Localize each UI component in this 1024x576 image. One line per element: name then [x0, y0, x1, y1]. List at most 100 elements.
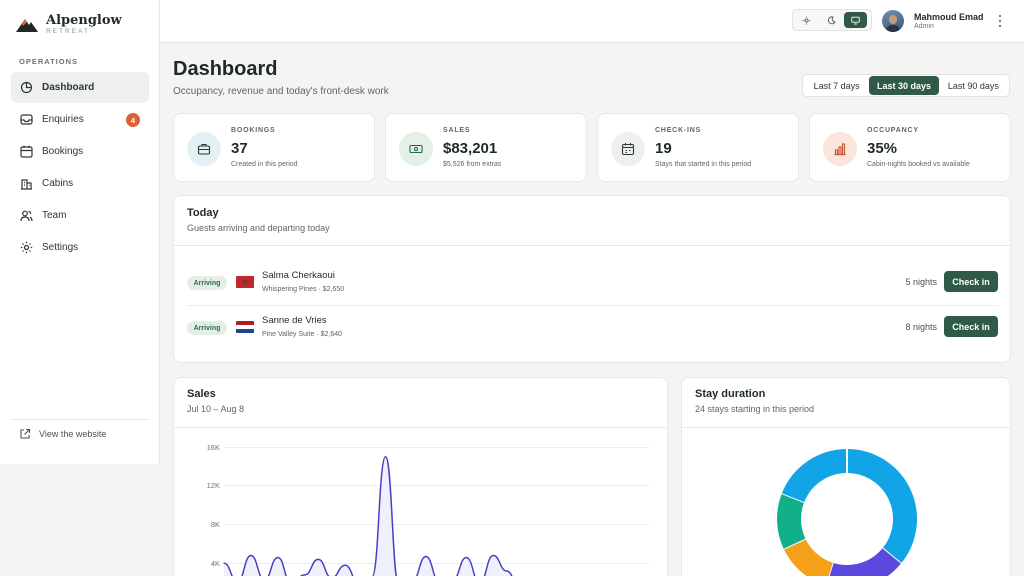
kpi-subtext: Created in this period [231, 161, 298, 168]
building-icon [20, 177, 33, 190]
list-item: Arriving Sanne de Vries Pine Valley Suit… [187, 307, 998, 351]
guest-name: Sanne de Vries [262, 315, 327, 326]
sidebar-item-label: Enquiries [42, 114, 84, 125]
donut-slice[interactable] [777, 493, 806, 549]
sidebar-item-label: Bookings [42, 146, 84, 157]
kpi-subtext: Cabin-nights booked vs available [867, 161, 970, 168]
sales-subtitle: Jul 10 – Aug 8 [187, 404, 245, 414]
kpi-card-bookings: BOOKINGS 37 Created in this period [173, 113, 375, 182]
theme-light-button[interactable] [795, 12, 818, 28]
range-7-days-button[interactable]: Last 7 days [813, 80, 860, 91]
guest-meta: Whispering Pines · $2,650 [262, 286, 345, 293]
stay-duration-donut-chart [777, 448, 917, 576]
sidebar-item-dashboard[interactable]: Dashboard [11, 72, 149, 103]
kpi-label: BOOKINGS [231, 127, 276, 134]
brand-subtitle: RETREAT [46, 28, 90, 36]
sales-data-point[interactable] [250, 554, 252, 557]
donut-slice[interactable] [783, 538, 834, 576]
sales-data-point[interactable] [304, 574, 306, 576]
gear-icon [20, 241, 33, 254]
sun-icon [802, 16, 811, 24]
avatar[interactable] [882, 10, 904, 32]
donut-slice[interactable] [828, 547, 901, 576]
donut-slice[interactable] [781, 449, 848, 503]
sales-data-point[interactable] [506, 570, 508, 572]
sidebar-item-settings[interactable]: Settings [11, 232, 149, 263]
sales-area-fill [224, 456, 512, 576]
duration-title: Stay duration [695, 388, 766, 400]
sidebar-item-label: Team [42, 210, 67, 221]
range-90-days-button[interactable]: Last 90 days [947, 80, 999, 91]
kpi-value: $83,201 [443, 140, 498, 157]
topbar: Mahmoud Emad Admin [160, 0, 1024, 43]
section-divider [682, 427, 1010, 428]
user-role: Admin [914, 23, 934, 30]
sales-data-point[interactable] [492, 554, 494, 557]
range-30-days-button[interactable]: Last 30 days [869, 76, 939, 95]
sidebar-item-cabins[interactable]: Cabins [11, 168, 149, 199]
sales-data-point[interactable] [425, 555, 427, 558]
y-tick-label: 8K [210, 520, 220, 529]
sales-data-point[interactable] [384, 456, 387, 458]
sidebar-item-bookings[interactable]: Bookings [11, 136, 149, 167]
kpi-card-check-ins: CHECK-INS 19 Stays that started in this … [597, 113, 799, 182]
sales-area-chart [223, 455, 513, 576]
donut-slice-gap [780, 491, 806, 504]
view-website-link[interactable]: View the website [19, 428, 106, 440]
kpi-label: SALES [443, 127, 471, 134]
status-badge: Arriving [187, 276, 227, 290]
sidebar-item-enquiries[interactable]: Enquiries 4 [11, 104, 149, 135]
sidebar-item-label: Cabins [42, 178, 74, 189]
calendar-check-icon [611, 132, 645, 166]
today-card: Today Guests arriving and departing toda… [173, 195, 1011, 363]
theme-toggle [792, 9, 872, 31]
avatar-face [889, 15, 897, 24]
today-title: Today [187, 207, 219, 219]
sales-data-point[interactable] [317, 558, 319, 560]
more-options-icon[interactable] [996, 13, 1004, 29]
dashboard-icon [20, 81, 33, 94]
brand-logo[interactable]: Alpenglow RETREAT [16, 12, 122, 38]
kpi-card-sales: SALES $83,201 $5,526 from extras [385, 113, 587, 182]
section-divider [174, 245, 1010, 246]
kpi-value: 37 [231, 140, 248, 157]
kpi-value: 35% [867, 140, 898, 157]
view-website-label: View the website [39, 429, 107, 439]
check-in-button[interactable]: Check in [944, 316, 998, 337]
avatar-body [886, 25, 900, 32]
monitor-icon [851, 16, 860, 24]
kpi-value: 19 [655, 140, 672, 157]
donut-slice[interactable] [846, 449, 917, 564]
sidebar-divider [11, 419, 149, 420]
theme-dark-button[interactable] [820, 12, 843, 28]
section-divider [174, 427, 667, 428]
sales-data-point[interactable] [223, 562, 225, 564]
mountain-logo-icon [16, 19, 38, 32]
kpi-subtext: Stays that started in this period [655, 161, 752, 168]
y-tick-label: 12K [206, 481, 220, 490]
external-link-icon [19, 428, 31, 440]
bar-chart-icon [823, 132, 857, 166]
grid-line [224, 485, 649, 486]
sidebar-item-team[interactable]: Team [11, 200, 149, 231]
date-range-selector: Last 7 days Last 30 days Last 90 days [802, 74, 1010, 97]
grid-line [224, 524, 649, 525]
theme-system-button[interactable] [844, 12, 868, 28]
sales-data-point[interactable] [344, 564, 346, 566]
sales-data-point[interactable] [465, 556, 467, 559]
guest-meta: Pine Valley Suite · $2,640 [262, 331, 343, 338]
page-subtitle: Occupancy, revenue and today's front-des… [173, 86, 389, 97]
sales-data-point[interactable] [277, 556, 279, 559]
sales-card: Sales Jul 10 – Aug 8 16K 12K 8K 4K [173, 377, 668, 576]
row-divider [187, 305, 998, 306]
morocco-flag [236, 276, 254, 288]
check-in-button[interactable]: Check in [944, 271, 998, 292]
inbox-icon [20, 113, 33, 126]
calendar-icon [20, 145, 33, 158]
list-item: Arriving Salma Cherkaoui Whispering Pine… [187, 262, 998, 306]
donut-slice-gap [827, 561, 835, 576]
status-badge: Arriving [187, 321, 227, 335]
y-tick-label: 16K [206, 443, 220, 452]
user-name: Mahmoud Emad [914, 12, 984, 22]
sales-series-line [223, 455, 513, 576]
